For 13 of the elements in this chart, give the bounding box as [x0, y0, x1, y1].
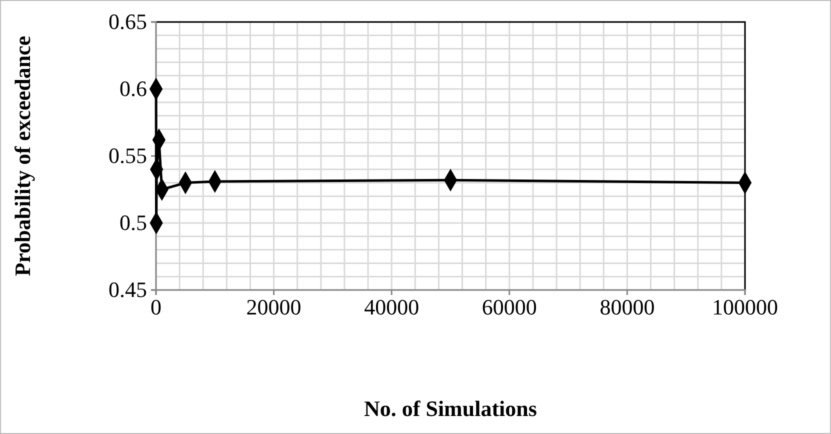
y-tick-label: 0.65 [108, 9, 147, 34]
x-tick-label: 100000 [712, 294, 778, 320]
x-tick-label: 0 [150, 294, 162, 320]
x-tick-label: 80000 [600, 294, 655, 320]
x-axis-title: No. of Simulations [364, 396, 538, 421]
x-tick-label: 20000 [246, 294, 302, 320]
y-tick-label: 0.5 [120, 210, 147, 236]
x-tick-label: 40000 [364, 294, 420, 320]
y-tick-label: 0.55 [108, 143, 147, 168]
y-tick-label: 0.6 [120, 76, 147, 102]
y-axis-title: Probability of exceedance [10, 36, 35, 276]
x-tick-label: 60000 [482, 294, 537, 320]
y-tick-label: 0.45 [108, 277, 147, 302]
